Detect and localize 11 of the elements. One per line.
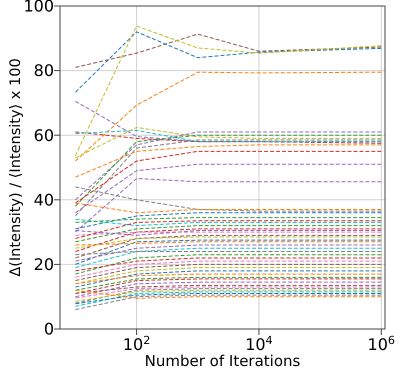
y-tick-label: 0 (44, 320, 54, 339)
y-tick-label: 40 (34, 190, 54, 210)
y-tick-label: 100 (23, 0, 54, 16)
x-tick-label: 10$^{6}$ (368, 334, 396, 354)
y-tick-label: 80 (34, 61, 54, 80)
y-tick-label: 60 (34, 126, 54, 145)
y-tick-label: 20 (34, 255, 54, 274)
y-axis-title: Δ(Intensity) / ⟨Intensity⟩ x 100 (8, 58, 24, 277)
x-tick-label: 10$^{2}$ (122, 334, 150, 354)
x-tick-label: 10$^{4}$ (245, 334, 273, 354)
x-axis-title: Number of Iterations (144, 352, 301, 369)
